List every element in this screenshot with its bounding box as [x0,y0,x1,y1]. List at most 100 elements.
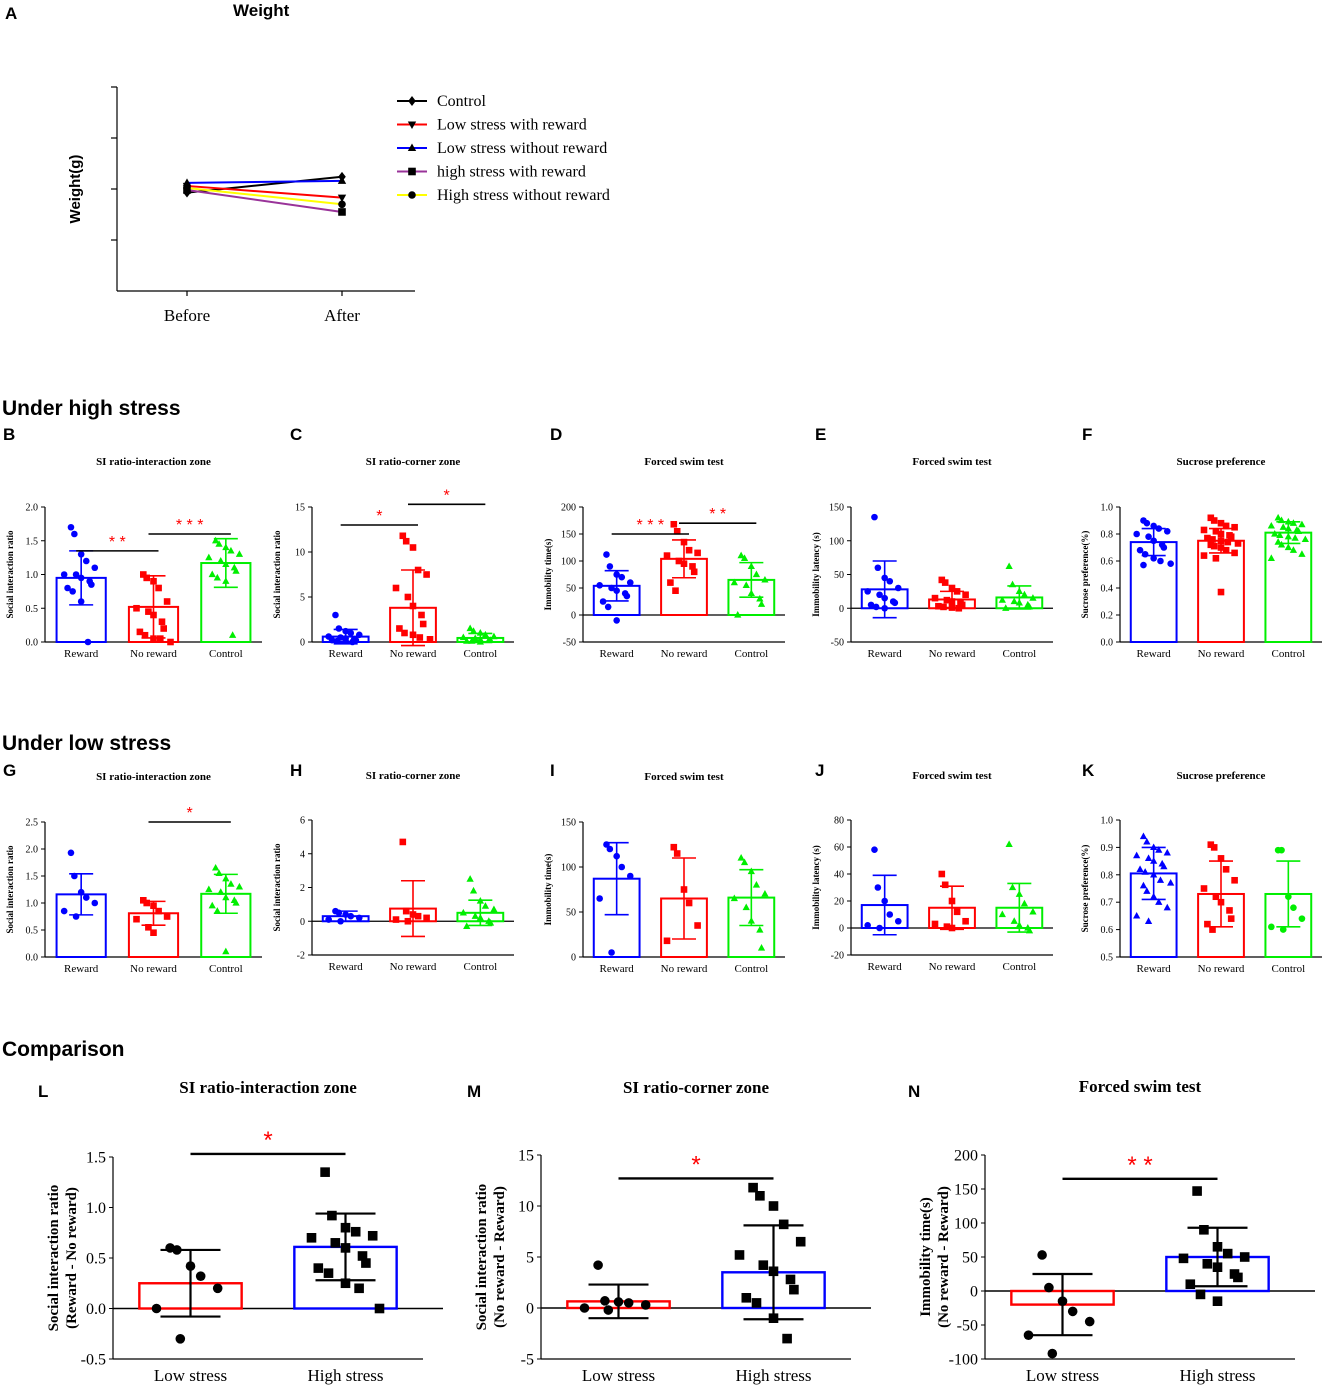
data-point [167,638,174,646]
data-point [1136,546,1144,554]
data-point [463,637,471,644]
y-tick-label: 0 [970,1284,978,1301]
x-tick-label: No reward [1198,648,1245,660]
data-point [77,550,85,558]
charts-layer: A Weight Before After Weight(g) Control Low st… [3,1,1322,1385]
legend-label: Low stress with reward [437,117,587,134]
data-point [1239,1252,1250,1262]
data-point [1231,876,1238,884]
y-tick-label: 0.8 [1101,530,1114,541]
data-point [1278,846,1285,854]
data-point [328,636,336,644]
x-tick-label: Reward [600,963,635,975]
panel-label: M [467,1082,481,1101]
data-point [337,194,347,203]
data-point [414,912,422,920]
data-point [1222,1248,1233,1259]
legend-marker [407,121,417,130]
data-point [748,1182,758,1193]
data-point [599,598,607,605]
data-point [91,564,99,572]
data-point [673,850,681,857]
panel-label: C [290,425,302,444]
y-tick-label: 0 [300,638,305,649]
data-point [1217,544,1225,551]
section-header-low-stress: Under low stress [2,732,171,755]
chart-H: H SI ratio-corner zone -2 0 2 4 6 Social intera… [272,761,514,973]
y-tick-label: 15 [518,1148,534,1165]
data-point [392,916,400,923]
data-point [864,922,871,929]
data-point [881,604,888,612]
x-tick-label: No reward [130,648,177,660]
data-point [998,596,1006,603]
data-point [399,532,407,540]
section-header-comparison: Comparison [2,1038,125,1061]
data-point [756,594,764,602]
data-point [685,899,693,907]
data-point [213,907,221,914]
panel-label: G [3,761,16,780]
x-tick-label: Low stress [1026,1366,1099,1385]
data-point [874,564,882,572]
data-point [1015,890,1023,897]
data-point [740,858,749,866]
chart-E: E Forced swim test -50 0 50 100 150 Immobility … [811,425,1053,660]
data-point [1291,534,1299,541]
data-point [603,1305,614,1315]
data-point [1143,519,1151,527]
y-axis-label: Immobility time(s) [543,854,553,926]
data-point [1233,1272,1243,1283]
data-point [77,598,85,605]
data-point [672,587,679,594]
data-point [680,538,688,546]
data-point [613,852,620,860]
data-point [1150,555,1157,562]
data-point [948,598,956,605]
legend-marker [408,167,416,176]
data-point [150,902,157,909]
data-point [222,577,230,584]
panel-label: L [38,1082,48,1101]
data-point [1008,580,1017,588]
chart-K: K Sucrose preference 0.5 0.6 0.7 0.8 0.9 1.0 Suc… [1080,761,1322,975]
chart-I: I Forced swim test 0 50 100 150 Immobility tim… [543,761,785,975]
data-point [396,625,403,632]
data-point [1204,534,1211,542]
data-point [1212,555,1220,562]
x-tick-label: After [324,306,360,325]
data-point [626,872,634,880]
data-point [1150,870,1158,878]
y-tick-label: 0.5 [26,926,39,937]
data-point [349,638,356,646]
x-tick-label: High stress [735,1366,811,1385]
y-tick-label: 4 [300,849,305,860]
data-point [418,611,425,619]
data-point [476,897,484,904]
data-point [1195,1289,1206,1300]
data-point [881,897,888,905]
data-point [313,1263,324,1273]
x-tick-label: No reward [661,648,708,660]
data-point [623,1298,634,1308]
y-axis-label: Sucrose preference(%) [1080,845,1090,933]
data-point [342,627,349,635]
data-point [342,637,349,645]
data-point [1209,926,1216,933]
data-point [1010,597,1018,605]
x-tick-label: Reward [868,961,903,973]
data-point [1047,1348,1058,1359]
data-point [1020,590,1029,598]
data-point [1284,524,1292,532]
y-tick-label: 50 [962,1250,978,1267]
data-point [943,596,951,604]
chart-G: G SI ratio-interaction zone 0.0 0.5 1.0 1.5 2.… [3,761,262,975]
data-point [67,849,75,857]
data-point [667,579,674,586]
data-point [935,602,942,610]
x-tick-label: No reward [929,648,976,660]
data-point [1155,846,1163,853]
data-point [886,577,894,585]
data-point [948,584,956,592]
chart-D: D Forced swim test -50 0 50 100 150 200 Immobili… [543,425,785,660]
